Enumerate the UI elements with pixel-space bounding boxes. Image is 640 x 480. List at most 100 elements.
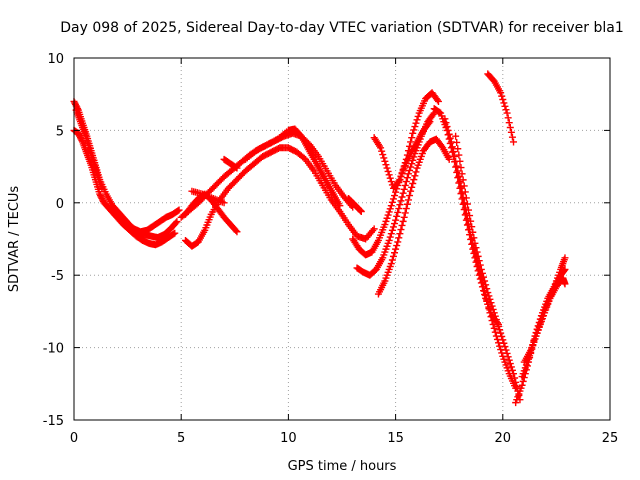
data-point bbox=[175, 206, 183, 214]
series-arc-5 bbox=[181, 144, 378, 250]
data-point bbox=[220, 199, 228, 207]
data-point bbox=[507, 363, 515, 371]
data-point bbox=[498, 92, 506, 100]
x-tick-label: 20 bbox=[495, 431, 512, 446]
data-point bbox=[493, 319, 501, 327]
data-point bbox=[501, 343, 509, 351]
data-point bbox=[386, 233, 394, 241]
data-point bbox=[399, 165, 407, 173]
data-point bbox=[408, 160, 416, 168]
x-tick-label: 5 bbox=[177, 431, 185, 446]
y-tick-label: -15 bbox=[43, 414, 64, 429]
x-tick-label: 25 bbox=[602, 431, 619, 446]
data-point bbox=[399, 217, 407, 225]
y-tick-label: 5 bbox=[56, 124, 64, 139]
data-point bbox=[384, 167, 392, 175]
data-point bbox=[538, 312, 546, 320]
data-point bbox=[400, 213, 408, 221]
data-point bbox=[400, 185, 408, 193]
data-point bbox=[455, 151, 463, 159]
data-point bbox=[392, 245, 400, 253]
data-point bbox=[407, 187, 415, 195]
data-point bbox=[457, 190, 465, 198]
data-point bbox=[483, 285, 491, 293]
data-point bbox=[487, 299, 495, 307]
data-point bbox=[397, 226, 405, 234]
data-point bbox=[495, 322, 503, 330]
data-point bbox=[471, 239, 479, 247]
series-arc-22 bbox=[520, 274, 569, 366]
data-point bbox=[389, 252, 397, 260]
data-point bbox=[491, 312, 499, 320]
data-point bbox=[499, 96, 507, 104]
data-point bbox=[392, 188, 400, 196]
data-point bbox=[473, 248, 481, 256]
data-point bbox=[460, 182, 468, 190]
data-point bbox=[504, 353, 512, 361]
data-point bbox=[404, 196, 412, 204]
data-point bbox=[370, 225, 378, 233]
data-point bbox=[396, 230, 404, 238]
data-point bbox=[497, 329, 505, 337]
data-point bbox=[496, 326, 504, 334]
data-point bbox=[436, 108, 444, 116]
data-point bbox=[506, 360, 514, 368]
data-point bbox=[393, 212, 401, 220]
data-point bbox=[400, 162, 408, 170]
data-point bbox=[488, 302, 496, 310]
data-point bbox=[394, 208, 402, 216]
data-point bbox=[535, 322, 543, 330]
data-point bbox=[387, 230, 395, 238]
data-point bbox=[507, 128, 515, 136]
data-point bbox=[441, 115, 449, 123]
axis-ticks bbox=[73, 57, 611, 421]
data-point bbox=[398, 221, 406, 229]
data-point bbox=[173, 218, 181, 226]
data-point bbox=[386, 205, 394, 213]
data-point bbox=[413, 116, 421, 124]
data-point bbox=[475, 257, 483, 265]
data-point bbox=[448, 143, 456, 151]
data-point bbox=[388, 198, 396, 206]
data-point bbox=[463, 200, 471, 208]
data-point bbox=[491, 328, 499, 336]
data-point bbox=[512, 378, 520, 386]
data-point bbox=[506, 124, 514, 132]
data-point bbox=[536, 319, 544, 327]
data-point bbox=[461, 188, 469, 196]
data-point bbox=[409, 129, 417, 137]
data-point bbox=[449, 148, 457, 156]
data-point bbox=[399, 189, 407, 197]
data-point bbox=[504, 114, 512, 122]
data-point bbox=[492, 316, 500, 324]
data-point bbox=[394, 238, 402, 246]
x-tick-labels: 0 5 10 15 20 25 bbox=[70, 431, 618, 446]
series-arc-8 bbox=[188, 187, 228, 207]
data-point bbox=[486, 295, 494, 303]
data-point bbox=[410, 153, 418, 161]
data-point bbox=[356, 206, 364, 214]
data-point bbox=[406, 166, 414, 174]
data-point bbox=[377, 144, 385, 152]
series-arc-11 bbox=[344, 194, 365, 215]
data-point bbox=[378, 147, 386, 155]
data-point bbox=[409, 179, 417, 187]
data-point bbox=[410, 126, 418, 134]
data-point bbox=[501, 102, 509, 110]
data-point bbox=[408, 134, 416, 142]
data-point bbox=[488, 317, 496, 325]
x-tick-label: 0 bbox=[70, 431, 78, 446]
data-point bbox=[482, 281, 490, 289]
data-point bbox=[444, 126, 452, 134]
data-point bbox=[395, 177, 403, 185]
data-point bbox=[490, 309, 498, 317]
data-point bbox=[498, 332, 506, 340]
data-point bbox=[458, 170, 466, 178]
data-point bbox=[500, 99, 508, 107]
data-point bbox=[382, 161, 390, 169]
data-point bbox=[401, 181, 409, 189]
data-point bbox=[454, 145, 462, 153]
data-point bbox=[445, 155, 453, 163]
data-point bbox=[387, 202, 395, 210]
